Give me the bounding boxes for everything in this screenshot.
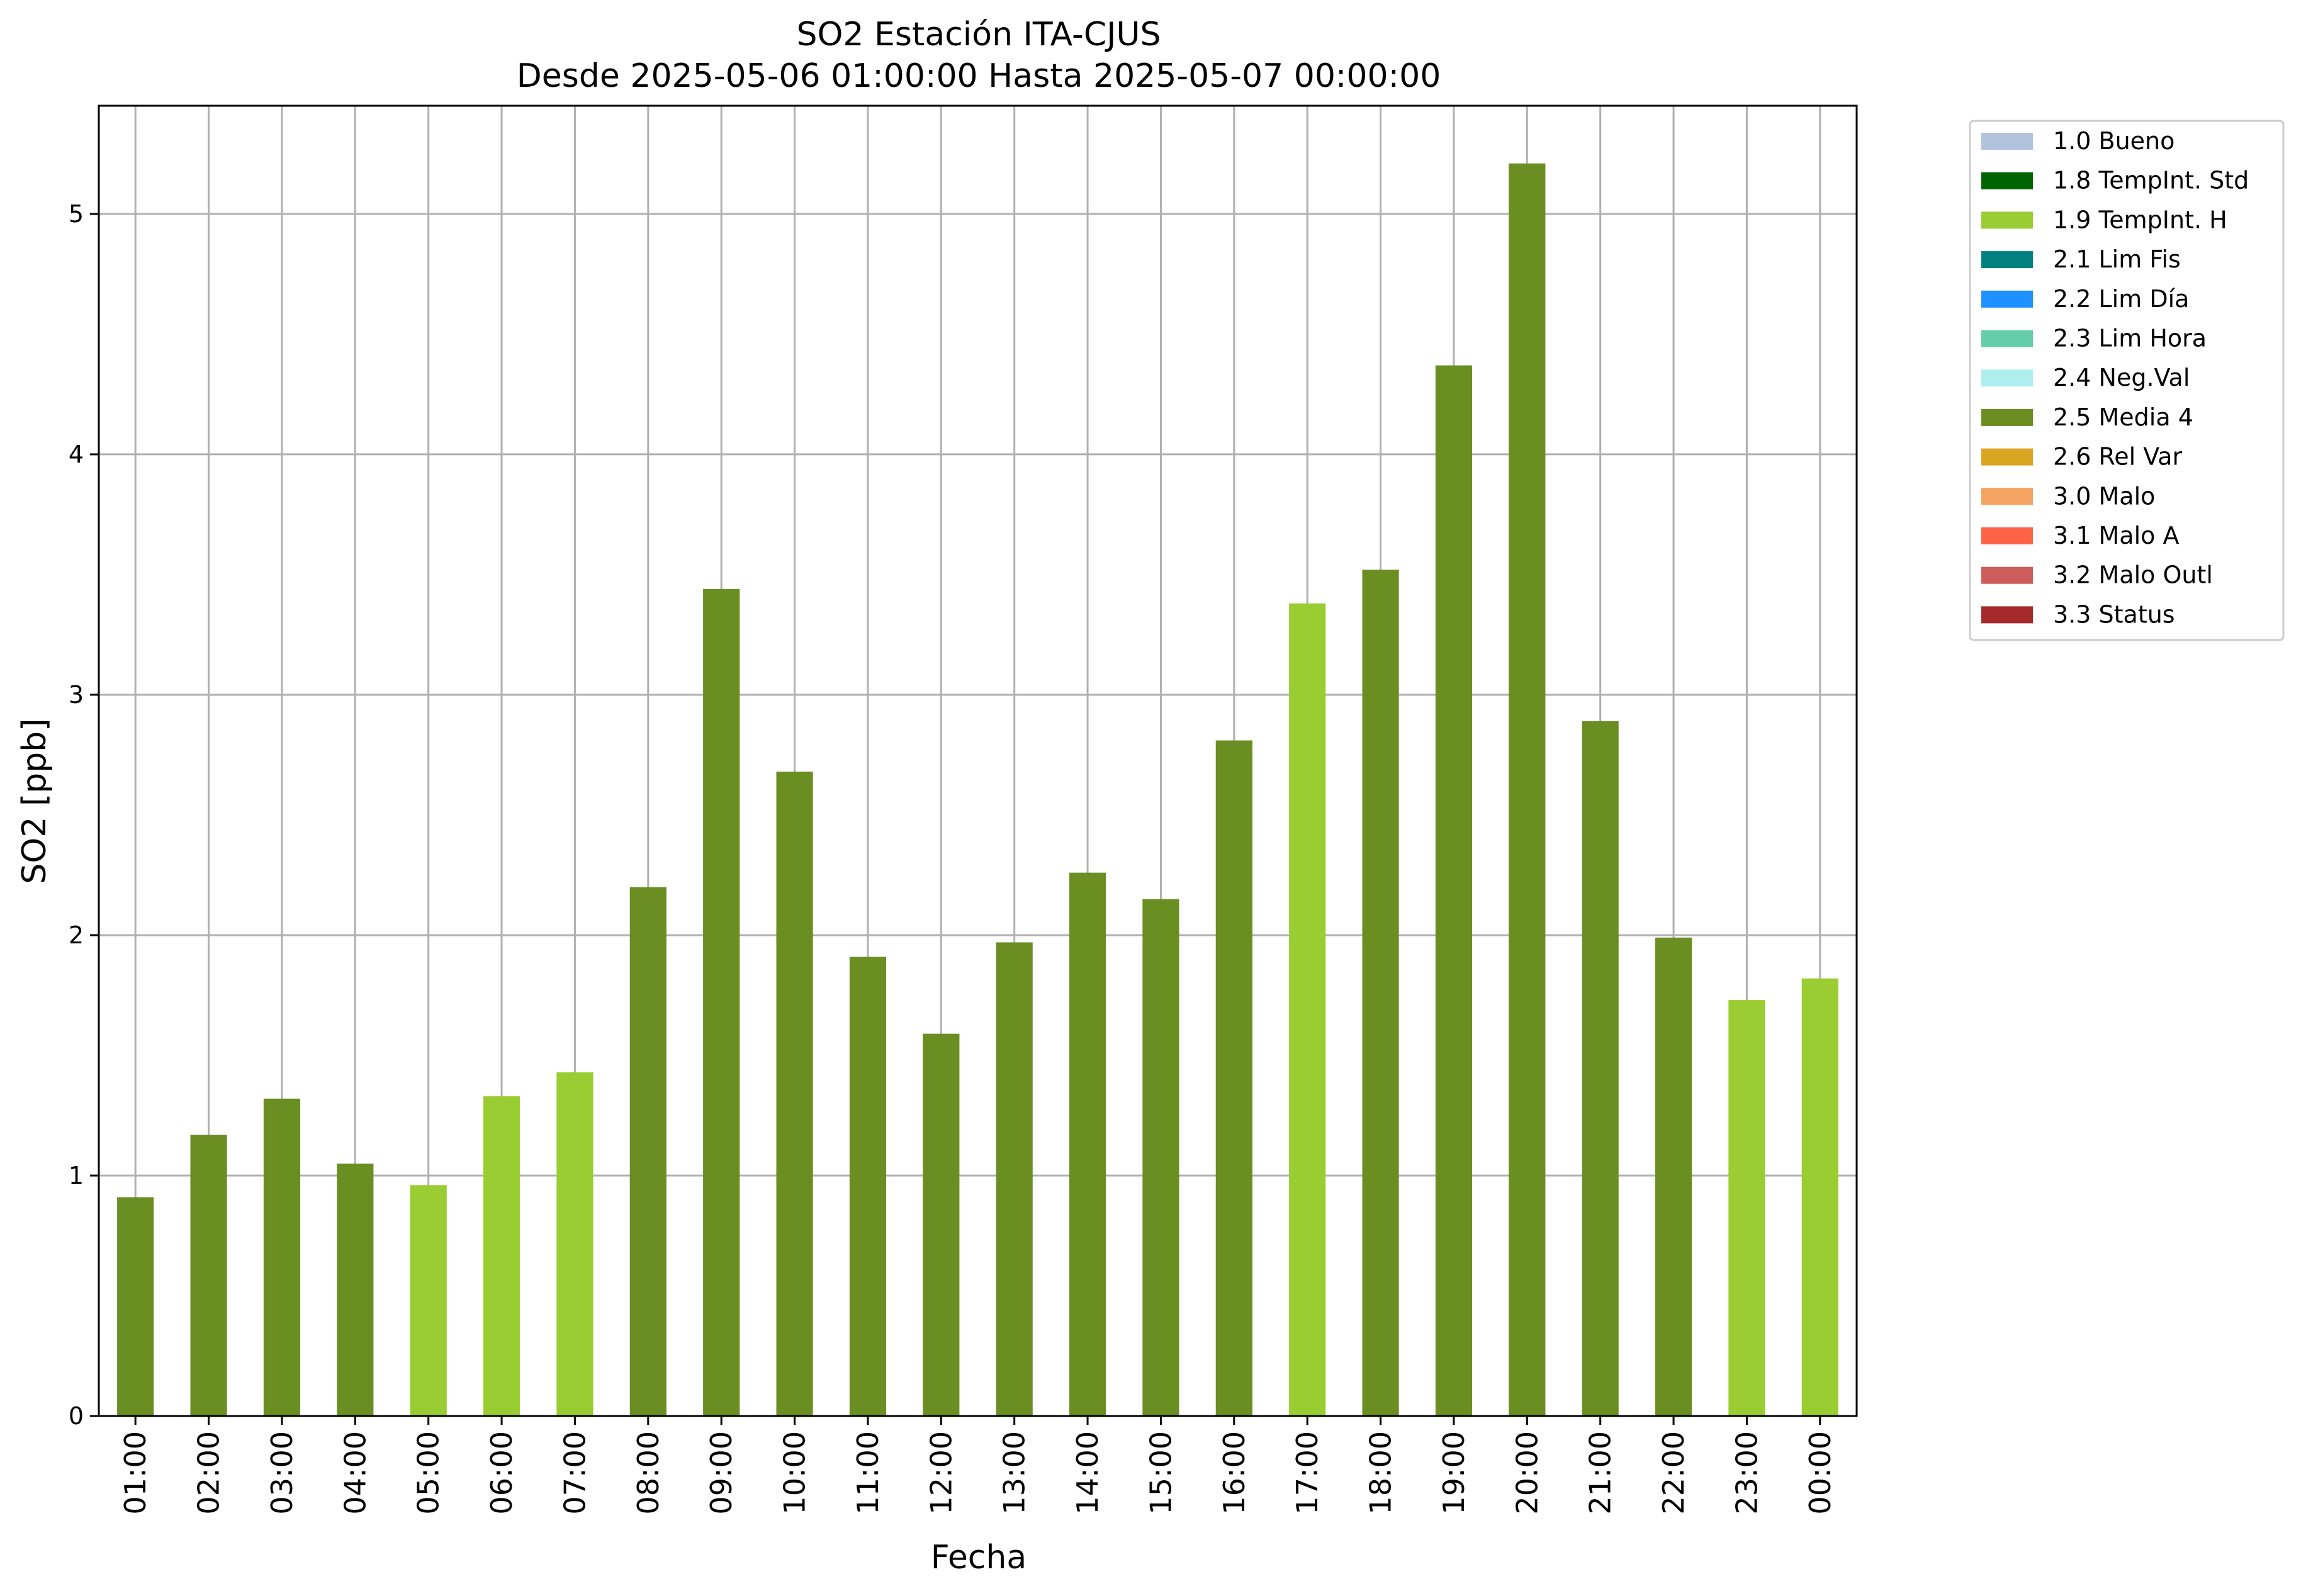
x-tick-label: 19:00 — [1437, 1431, 1471, 1515]
bar-2000 — [1509, 163, 1546, 1416]
bar-1500 — [1142, 899, 1179, 1416]
bar-1600 — [1215, 740, 1252, 1416]
x-tick-label: 16:00 — [1217, 1431, 1251, 1515]
legend-label: 2.1 Lim Fis — [2053, 245, 2181, 273]
bar-0100 — [117, 1197, 154, 1416]
legend-label: 1.0 Bueno — [2053, 127, 2174, 155]
bar-1300 — [996, 942, 1033, 1416]
x-tick-label: 15:00 — [1144, 1431, 1178, 1515]
legend-label: 3.3 Status — [2053, 600, 2175, 628]
bar-0500 — [410, 1185, 447, 1416]
chart-subtitle: Desde 2025-05-06 01:00:00 Hasta 2025-05-… — [517, 57, 1441, 95]
legend-label: 2.5 Media 4 — [2053, 403, 2193, 431]
legend-label: 3.2 Malo Outl — [2053, 561, 2213, 589]
legend-swatch — [1981, 606, 2033, 624]
x-axis-label: Fecha — [931, 1539, 1027, 1576]
x-axis-ticks: 01:00 02:00 03:00 04:00 05:00 06:00 07:00 08:00… — [118, 1416, 1837, 1515]
y-tick-label: 3 — [69, 681, 84, 709]
legend: 1.0 Bueno 1.8 TempInt. Std 1.9 TempInt. H 2… — [1969, 120, 2285, 641]
legend-label: 2.3 Lim Hora — [2053, 325, 2207, 352]
bar-0700 — [556, 1072, 594, 1416]
x-tick-label: 18:00 — [1364, 1431, 1398, 1515]
bar-1000 — [776, 772, 813, 1416]
x-tick-label: 23:00 — [1730, 1431, 1764, 1515]
y-tick-label: 5 — [69, 200, 84, 228]
legend-swatch — [1981, 527, 2033, 544]
y-tick-label: 2 — [69, 921, 84, 949]
legend-label: 3.1 Malo A — [2053, 522, 2179, 549]
x-tick-label: 14:00 — [1071, 1431, 1105, 1515]
plot-frame — [98, 104, 1858, 1417]
legend-swatch — [1981, 290, 2033, 308]
bar-1700 — [1289, 603, 1326, 1416]
y-axis-ticks: 0 1 2 3 4 5 — [69, 200, 99, 1430]
legend-swatch — [1981, 251, 2033, 269]
bar-0400 — [337, 1163, 374, 1416]
bar-0800 — [629, 887, 667, 1416]
x-tick-label: 01:00 — [118, 1431, 152, 1515]
legend-swatch — [1981, 172, 2033, 189]
bars — [117, 163, 1838, 1416]
bar-2200 — [1655, 937, 1692, 1416]
x-tick-label: 21:00 — [1584, 1431, 1617, 1515]
y-tick-label: 0 — [69, 1402, 84, 1430]
x-tick-label: 10:00 — [778, 1431, 812, 1515]
bar-0200 — [190, 1135, 227, 1416]
legend-label: 2.4 Neg.Val — [2053, 364, 2190, 391]
legend-swatch — [1981, 408, 2033, 426]
bar-2300 — [1728, 1000, 1765, 1416]
x-tick-label: 20:00 — [1510, 1431, 1544, 1515]
legend-label: 2.2 Lim Día — [2053, 285, 2189, 313]
x-tick-label: 08:00 — [631, 1431, 665, 1515]
legend-swatch — [1981, 566, 2033, 584]
legend-swatch — [1981, 133, 2033, 150]
bar-1100 — [849, 957, 887, 1416]
chart-title: SO2 Estación ITA-CJUS — [796, 16, 1161, 53]
x-tick-label: 02:00 — [192, 1431, 226, 1515]
x-tick-label: 04:00 — [338, 1431, 372, 1515]
legend-swatch — [1981, 488, 2033, 505]
bar-1200 — [923, 1033, 960, 1416]
legend-swatch — [1981, 211, 2033, 229]
bar-2100 — [1582, 721, 1619, 1416]
legend-swatch — [1981, 330, 2033, 347]
bar-1900 — [1435, 365, 1473, 1416]
bar-1800 — [1362, 570, 1399, 1416]
legend-swatch — [1981, 369, 2033, 387]
bar-0300 — [263, 1098, 301, 1416]
y-axis-label: SO2 [ppb] — [16, 718, 53, 884]
legend-label: 3.0 Malo — [2053, 482, 2155, 510]
x-tick-label: 03:00 — [265, 1431, 299, 1515]
x-tick-label: 13:00 — [998, 1431, 1032, 1515]
x-tick-label: 07:00 — [558, 1431, 592, 1515]
x-tick-label: 05:00 — [412, 1431, 446, 1515]
bar-0900 — [703, 588, 740, 1416]
y-tick-label: 4 — [69, 441, 84, 468]
x-tick-label: 12:00 — [924, 1431, 958, 1515]
x-tick-label: 22:00 — [1657, 1431, 1691, 1515]
x-tick-label: 09:00 — [704, 1431, 738, 1515]
bar-1400 — [1069, 872, 1106, 1416]
x-tick-label: 06:00 — [485, 1431, 519, 1515]
bar-0600 — [483, 1096, 520, 1416]
legend-label: 2.6 Rel Var — [2053, 443, 2183, 471]
y-tick-label: 1 — [69, 1162, 84, 1189]
legend-box — [1969, 120, 2285, 641]
legend-label: 1.9 TempInt. H — [2053, 206, 2227, 233]
x-tick-label: 11:00 — [851, 1431, 885, 1515]
legend-label: 1.8 TempInt. Std — [2053, 167, 2249, 194]
x-tick-label: 00:00 — [1803, 1431, 1837, 1515]
legend-swatch — [1981, 448, 2033, 466]
x-tick-label: 17:00 — [1290, 1431, 1324, 1515]
bar-0000 — [1801, 978, 1838, 1416]
